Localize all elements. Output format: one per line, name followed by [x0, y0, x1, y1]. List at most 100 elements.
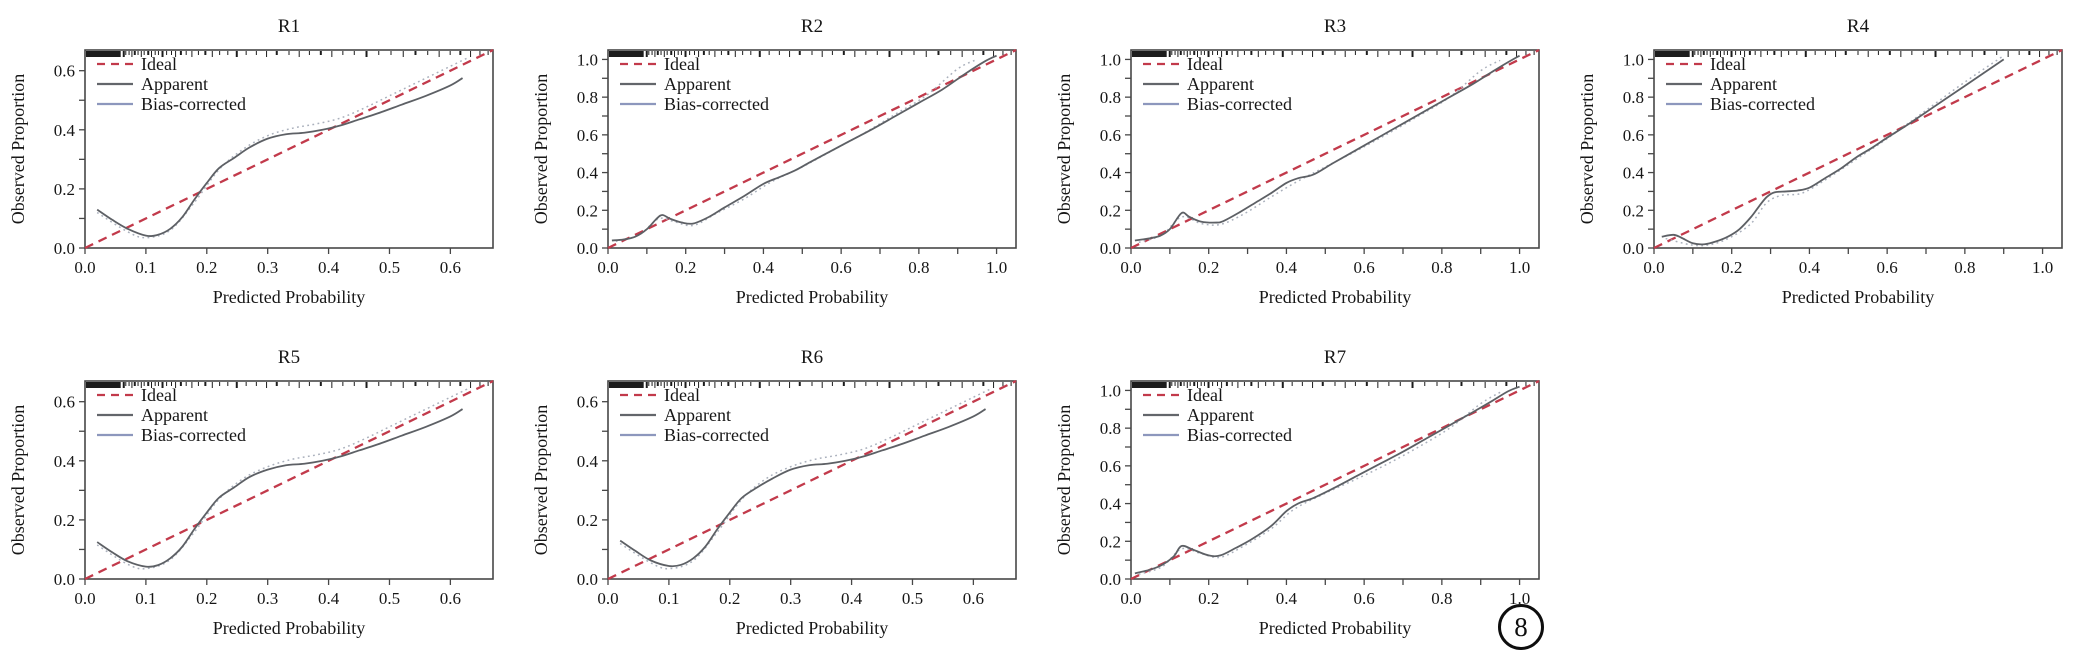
- legend-label: Bias-corrected: [1187, 425, 1292, 445]
- x-tick-label: 0.2: [719, 589, 740, 608]
- y-tick-label: 0.4: [1100, 495, 1122, 514]
- apparent-curve: [96, 77, 464, 237]
- x-axis-label: Predicted Probability: [213, 287, 365, 307]
- panel-title: R3: [1324, 16, 1346, 37]
- y-tick-label: 0.2: [54, 511, 75, 530]
- y-tick-label: 0.0: [54, 239, 75, 258]
- x-tick-label: 0.2: [1721, 258, 1742, 277]
- x-tick-label: 0.3: [257, 589, 278, 608]
- y-axis-label: Observed Proportion: [1054, 74, 1074, 224]
- legend-label: Ideal: [1187, 385, 1223, 405]
- x-tick-label: 0.8: [1954, 258, 1975, 277]
- y-tick-label: 0.0: [1100, 239, 1121, 258]
- y-tick-label: 0.0: [54, 570, 75, 589]
- panel-title: R7: [1324, 347, 1346, 368]
- panel-r6: 0.0 0.1 0.2 0.3 0.4 0.5 0.6 0.0 0.2 0.4 0.6 Ideal Ap…: [523, 331, 1046, 661]
- calibration-chart-r2: 0.0 0.2 0.4 0.6 0.8 1.0 0.0 0.2 0.4 0.6 0.8 1.0 Idea…: [531, 16, 1017, 307]
- ideal-line: [607, 379, 1017, 581]
- panel-title: R6: [801, 347, 823, 368]
- ideal-line: [607, 48, 1017, 250]
- x-tick-label: 0.6: [1354, 258, 1375, 277]
- panel-title: R1: [278, 16, 300, 37]
- y-tick-label: 0.4: [54, 452, 76, 471]
- rug-density-block: [609, 51, 644, 57]
- y-tick-label: 0.2: [1100, 201, 1121, 220]
- x-axis-label: Predicted Probability: [1259, 618, 1411, 638]
- legend-label: Ideal: [1710, 54, 1746, 74]
- y-tick-label: 0.4: [577, 164, 599, 183]
- x-tick-label: 0.6: [440, 258, 461, 277]
- legend-label: Bias-corrected: [1710, 94, 1815, 114]
- y-tick-label: 0.0: [577, 239, 598, 258]
- panel-r7: 0.0 0.2 0.4 0.6 0.8 1.0 0.0 0.2 0.4 0.6 0.8 1.0 Idea…: [1046, 331, 1569, 661]
- x-tick-label: 0.6: [1354, 589, 1375, 608]
- x-tick-label: 0.6: [963, 589, 984, 608]
- panel-title: R5: [278, 347, 300, 368]
- legend-label: Apparent: [664, 405, 731, 425]
- legend-label: Bias-corrected: [664, 94, 769, 114]
- x-tick-label: 0.0: [1643, 258, 1664, 277]
- legend-label: Apparent: [1187, 405, 1254, 425]
- x-tick-label: 0.5: [379, 258, 400, 277]
- calibration-chart-r4: 0.0 0.2 0.4 0.6 0.8 1.0 0.0 0.2 0.4 0.6 0.8 1.0 Idea…: [1577, 16, 2063, 307]
- bias-corrected-curve: [1138, 391, 1501, 576]
- y-tick-label: 0.4: [54, 121, 76, 140]
- x-tick-label: 0.0: [74, 589, 95, 608]
- x-tick-label: 0.6: [1877, 258, 1898, 277]
- y-tick-label: 1.0: [1100, 50, 1121, 69]
- rug-density-block: [1132, 51, 1167, 57]
- y-axis-label: Observed Proportion: [1054, 405, 1074, 555]
- y-tick-label: 0.2: [54, 180, 75, 199]
- y-tick-label: 0.4: [1100, 164, 1122, 183]
- y-tick-label: 0.0: [577, 570, 598, 589]
- panel-r4: 0.0 0.2 0.4 0.6 0.8 1.0 0.0 0.2 0.4 0.6 0.8 1.0 Idea…: [1569, 0, 2092, 330]
- y-tick-label: 0.8: [1100, 88, 1121, 107]
- y-tick-label: 0.2: [1623, 201, 1644, 220]
- ideal-line: [84, 379, 494, 581]
- x-tick-label: 0.0: [74, 258, 95, 277]
- calibration-chart-r6: 0.0 0.1 0.2 0.3 0.4 0.5 0.6 0.0 0.2 0.4 0.6 IdealAp…: [531, 347, 1017, 638]
- y-tick-label: 1.0: [1100, 381, 1121, 400]
- plot-frame: [84, 49, 494, 249]
- y-tick-label: 0.2: [1100, 532, 1121, 551]
- plot-frame: [1653, 49, 2063, 249]
- calibration-chart-r7: 0.0 0.2 0.4 0.6 0.8 1.0 0.0 0.2 0.4 0.6 0.8 1.0 Idea…: [1054, 347, 1540, 638]
- x-axis-label: Predicted Probability: [1782, 287, 1934, 307]
- y-tick-label: 0.8: [577, 88, 598, 107]
- plot-frame: [607, 49, 1017, 249]
- y-tick-label: 0.6: [1100, 457, 1121, 476]
- apparent-curve: [619, 408, 987, 568]
- x-tick-label: 0.4: [1276, 589, 1298, 608]
- legend-label: Ideal: [664, 385, 700, 405]
- legend-label: Apparent: [1187, 74, 1254, 94]
- apparent-curve: [1134, 385, 1520, 575]
- x-tick-label: 0.8: [908, 258, 929, 277]
- y-axis-label: Observed Proportion: [8, 74, 28, 224]
- ideal-line: [84, 48, 494, 250]
- panel-r1: 0.0 0.1 0.2 0.3 0.4 0.5 0.6 0.0 0.2 0.4 0.6 Ideal Ap…: [0, 0, 523, 330]
- rug-density-block: [86, 382, 121, 388]
- x-tick-label: 0.0: [597, 258, 618, 277]
- apparent-curve: [611, 54, 997, 242]
- figure-number-badge: 8: [1498, 604, 1544, 650]
- y-tick-label: 1.0: [577, 50, 598, 69]
- panel-r5: 0.0 0.1 0.2 0.3 0.4 0.5 0.6 0.0 0.2 0.4 0.6 Ideal Ap…: [0, 331, 523, 661]
- legend-label: Apparent: [664, 74, 731, 94]
- plot-frame: [1130, 380, 1540, 580]
- legend-label: Bias-corrected: [141, 94, 246, 114]
- figure-number: 8: [1514, 611, 1528, 642]
- y-tick-label: 0.4: [1623, 164, 1645, 183]
- y-axis-label: Observed Proportion: [531, 405, 551, 555]
- rug-density-block: [609, 382, 644, 388]
- panel-title: R4: [1847, 16, 1870, 37]
- legend-label: Bias-corrected: [1187, 94, 1292, 114]
- plot-frame: [1130, 49, 1540, 249]
- x-tick-label: 0.8: [1431, 589, 1452, 608]
- x-tick-label: 0.2: [675, 258, 696, 277]
- bias-corrected-curve: [619, 387, 992, 570]
- legend-label: Ideal: [141, 385, 177, 405]
- apparent-curve: [1134, 54, 1521, 242]
- calibration-chart-r1: 0.0 0.1 0.2 0.3 0.4 0.5 0.6 0.0 0.2 0.4 0.6 IdealAp…: [8, 16, 494, 307]
- legend-label: Bias-corrected: [664, 425, 769, 445]
- apparent-curve: [1661, 58, 2005, 246]
